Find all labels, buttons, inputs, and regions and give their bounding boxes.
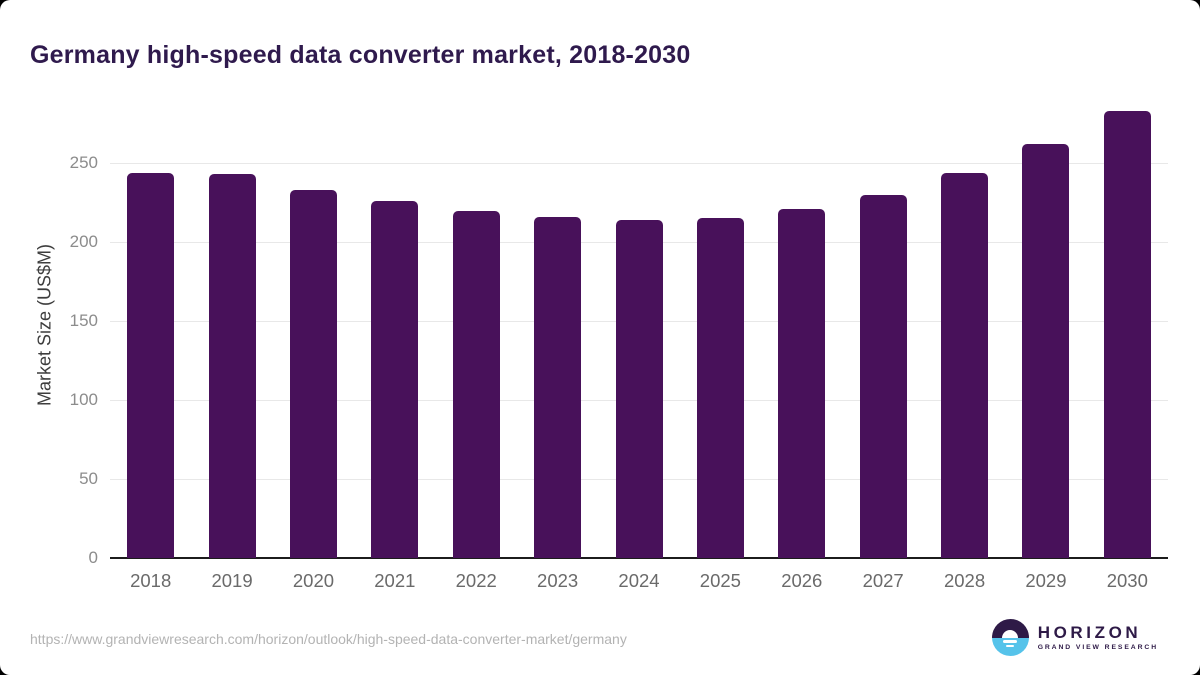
bar-2021 [371, 201, 419, 558]
x-tick-label: 2021 [374, 570, 416, 591]
x-tick-label: 2024 [618, 570, 660, 591]
gridline [110, 162, 1168, 164]
y-axis-tick-labels: 0 50 100 150 200 250 [0, 100, 98, 567]
bar-2030 [1103, 111, 1151, 558]
bar-2028 [941, 172, 989, 558]
chart-title: Germany high-speed data converter market… [30, 40, 691, 69]
x-axis-tick-labels: 2018 2019 2020 2021 2022 2023 2024 2025 2026 2027… [110, 558, 1168, 600]
x-tick-label: 2030 [1106, 570, 1148, 591]
logo-subtitle: GRAND VIEW RESEARCH [1037, 644, 1158, 651]
bar-2019 [208, 174, 256, 558]
bar-2026 [778, 208, 826, 558]
y-tick-label: 150 [69, 311, 98, 331]
bar-2018 [127, 172, 175, 558]
x-axis-line [110, 557, 1168, 559]
x-tick-label: 2029 [1025, 570, 1067, 591]
x-tick-label: 2023 [537, 570, 579, 591]
y-tick-label: 100 [69, 390, 98, 410]
bar-2022 [452, 210, 500, 558]
bar-2025 [696, 218, 744, 558]
bar-2027 [859, 194, 907, 558]
x-tick-label: 2020 [292, 570, 335, 591]
x-tick-label: 2022 [455, 570, 497, 591]
x-tick-label: 2018 [130, 570, 172, 591]
x-tick-label: 2026 [781, 570, 823, 591]
icon-sky-half [991, 619, 1029, 638]
x-tick-label: 2028 [943, 570, 986, 591]
y-tick-label: 0 [88, 548, 98, 567]
y-tick-label: 50 [79, 469, 98, 489]
bar-2020 [289, 190, 337, 558]
icon-reflection-line [1003, 640, 1018, 643]
source-url: https://www.grandviewresearch.com/horizo… [30, 631, 627, 647]
logo-text: HORIZON GRAND VIEW RESEARCH [1037, 623, 1158, 652]
bar-2023 [534, 216, 582, 558]
y-tick-label: 200 [69, 232, 98, 252]
bar-2024 [615, 220, 663, 558]
plot-area [110, 100, 1168, 559]
x-tick-label: 2019 [211, 570, 253, 591]
logo-name: HORIZON [1037, 623, 1142, 642]
bar-2029 [1022, 144, 1070, 558]
icon-sun [1002, 629, 1019, 638]
horizon-logo: HORIZON GRAND VIEW RESEARCH [991, 619, 1158, 656]
x-tick-label: 2025 [699, 570, 741, 591]
y-tick-label: 250 [69, 153, 98, 173]
x-tick-label: 2027 [862, 570, 904, 591]
icon-reflection-line [1006, 644, 1015, 648]
horizon-sunrise-icon [991, 619, 1029, 656]
